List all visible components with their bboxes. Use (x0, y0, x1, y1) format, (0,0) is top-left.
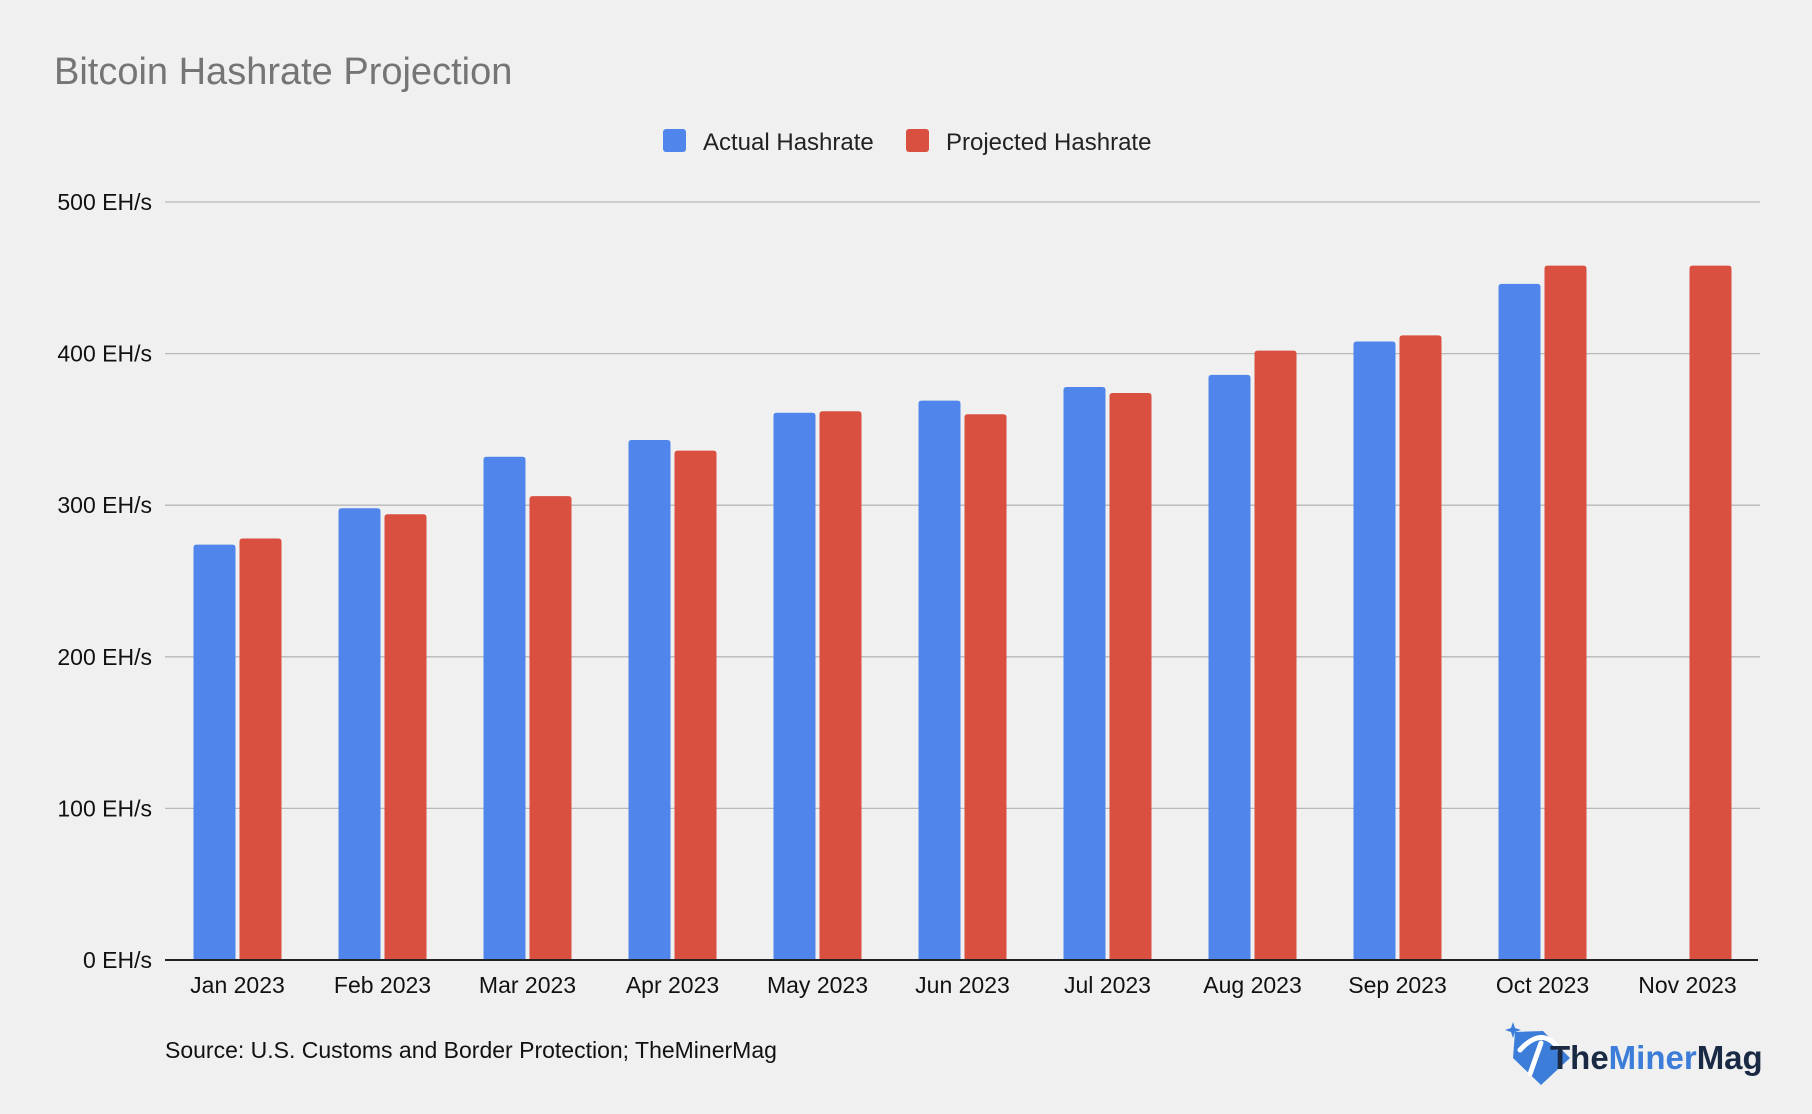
x-tick-label: Nov 2023 (1638, 972, 1736, 998)
y-tick-label: 400 EH/s (57, 341, 152, 367)
logo-text-mag: Mag (1697, 1039, 1763, 1076)
bar-projected (529, 496, 572, 960)
bar-actual (1498, 283, 1541, 960)
y-tick-label: 500 EH/s (57, 189, 152, 215)
logo: TheMinerMag (1505, 1022, 1763, 1085)
x-axis-tick-labels: Jan 2023 Feb 2023 Mar 2023 Apr 2023 May 2023… (190, 972, 1737, 998)
x-tick-label: Jun 2023 (915, 972, 1010, 998)
bar-actual (773, 412, 816, 960)
legend-label: Projected Hashrate (946, 129, 1151, 156)
x-tick-label: Apr 2023 (626, 972, 719, 998)
bar-actual (193, 544, 236, 960)
y-axis-tick-labels: 0 EH/s 100 EH/s 200 EH/s 300 EH/s 400 EH/s 50… (57, 189, 152, 973)
y-tick-label: 300 EH/s (57, 492, 152, 518)
bars (193, 265, 1732, 961)
bar-projected (1399, 335, 1442, 961)
logo-text-the: The (1550, 1039, 1609, 1076)
legend-label: Actual Hashrate (703, 129, 874, 156)
bar-actual (918, 400, 961, 960)
source-note: Source: U.S. Customs and Border Protecti… (165, 1037, 777, 1063)
logo-text: TheMinerMag (1550, 1039, 1763, 1076)
bar-projected (1689, 265, 1732, 960)
x-tick-label: Feb 2023 (334, 972, 431, 998)
gridlines (165, 201, 1760, 810)
x-tick-label: Aug 2023 (1203, 972, 1301, 998)
bar-projected (964, 414, 1007, 960)
bar-projected (239, 538, 282, 960)
x-tick-label: May 2023 (767, 972, 868, 998)
y-tick-label: 200 EH/s (57, 644, 152, 670)
bar-actual (483, 456, 526, 960)
bar-actual (1208, 374, 1251, 961)
legend-swatch (663, 129, 686, 152)
bar-projected (1254, 350, 1297, 960)
x-tick-label: Mar 2023 (479, 972, 576, 998)
x-tick-label: Sep 2023 (1348, 972, 1446, 998)
x-tick-label: Oct 2023 (1496, 972, 1589, 998)
pickaxe-diamond-icon (1505, 1022, 1570, 1085)
chart-title: Bitcoin Hashrate Projection (54, 51, 512, 93)
bar-actual (338, 508, 381, 960)
x-tick-label: Jan 2023 (190, 972, 285, 998)
bar-projected (1109, 393, 1152, 960)
legend-swatch (906, 129, 929, 152)
y-tick-label: 100 EH/s (57, 795, 152, 821)
bar-projected (384, 514, 427, 960)
x-tick-label: Jul 2023 (1064, 972, 1151, 998)
bar-actual (1353, 341, 1396, 960)
bar-actual (1063, 386, 1106, 960)
bar-projected (1544, 265, 1587, 960)
legend: Actual Hashrate Projected Hashrate (663, 129, 1151, 156)
bar-actual (628, 440, 671, 961)
y-tick-label: 0 EH/s (83, 947, 152, 973)
bar-projected (674, 450, 717, 960)
bar-projected (819, 411, 862, 960)
logo-text-miner: Miner (1609, 1039, 1697, 1076)
